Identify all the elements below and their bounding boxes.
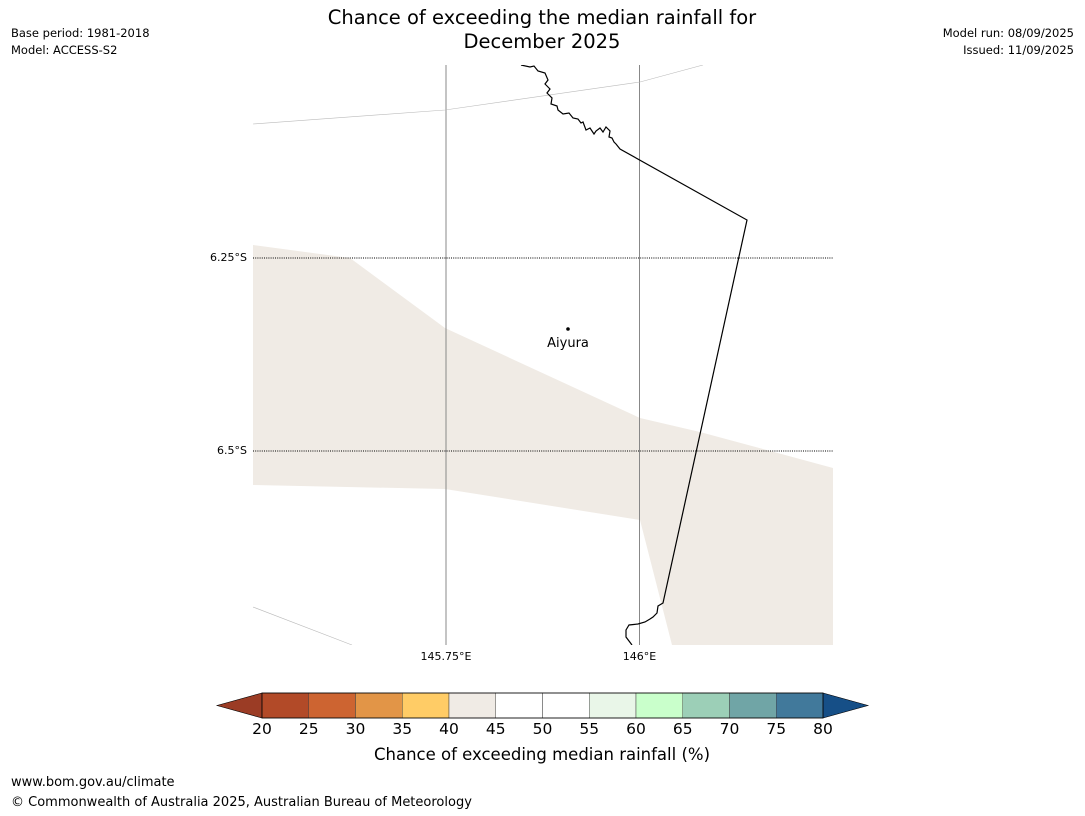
colorbar-tick-75: 75 [766,720,787,738]
place-label-aiyura: Aiyura [547,336,589,351]
meta-right: Model run: 08/09/2025 Issued: 11/09/2025 [943,25,1074,59]
colorbar-tick-60: 60 [626,720,646,738]
colorbar-bin-25-30 [308,692,356,719]
model-name: Model: ACCESS-S2 [11,43,118,57]
colorbar-bin-65-70 [682,692,730,719]
colorbar-tick-55: 55 [579,720,600,738]
colorbar-label: Chance of exceeding median rainfall (%) [373,745,711,764]
lon-label-145-75: 145.75°E [420,650,472,663]
footer-copyright: © Commonwealth of Australia 2025, Austra… [11,795,472,810]
faint-contour-bottom [253,606,353,645]
lat-label-6-25: 6.25°S [210,251,247,264]
colorbar-bin-45-50 [495,692,543,719]
colorbar-bin-40-45 [448,692,496,719]
colorbar-extend-high [822,692,870,719]
model-run: Model run: 08/09/2025 [942,26,1074,40]
colorbar-bin-20-25 [261,692,309,719]
colorbar-tick-45: 45 [485,720,506,738]
colorbar-outline [261,692,824,719]
colorbar-tick-35: 35 [392,720,413,738]
colorbar-bin-55-60 [589,692,637,719]
colorbar-bin-70-75 [729,692,777,719]
base-period: Base period: 1981-2018 [11,26,150,40]
colorbar-extend-low [215,692,263,719]
colorbar-tick-40: 40 [439,720,459,738]
colorbar-tick-80: 80 [813,720,833,738]
meta-left: Base period: 1981-2018 Model: ACCESS-S2 [11,25,150,59]
colorbar [215,692,870,719]
lon-label-146: 146°E [622,650,657,663]
colorbar-bin-60-65 [635,692,683,719]
footer-url[interactable]: www.bom.gov.au/climate [11,775,175,790]
colorbar-bin-75-80 [776,692,824,719]
colorbar-bin-35-40 [402,692,450,719]
colorbar-tick-20: 20 [252,720,272,738]
colorbar-tick-25: 25 [298,720,319,738]
colorbar-tick-70: 70 [719,720,740,738]
issued-date: Issued: 11/09/2025 [963,43,1074,57]
faint-contour-top [253,65,704,125]
colorbar-bin-50-55 [542,692,590,719]
colorbar-bin-30-35 [355,692,403,719]
colorbar-tick-50: 50 [532,720,553,738]
aiyura-marker [566,327,570,331]
country-border [520,65,748,645]
lat-label-6-5: 6.5°S [217,444,247,457]
colorbar-tick-30: 30 [345,720,366,738]
map-title: Chance of exceeding the median rainfall … [327,6,757,53]
colorbar-tick-65: 65 [672,720,693,738]
shaded-region-40-45 [253,245,833,645]
